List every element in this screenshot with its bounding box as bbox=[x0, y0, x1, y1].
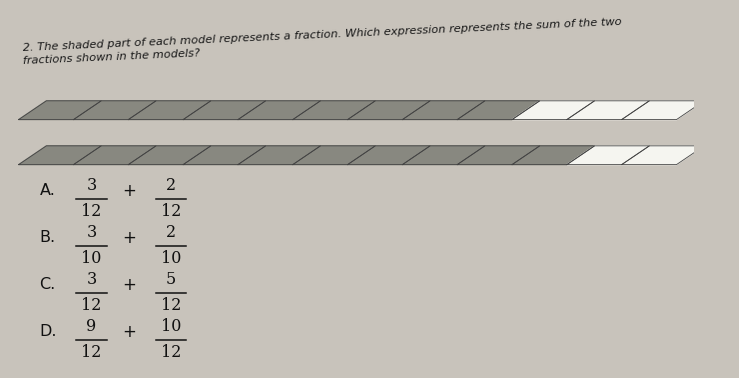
Text: A.: A. bbox=[39, 183, 55, 198]
Text: 10: 10 bbox=[161, 318, 181, 335]
Polygon shape bbox=[457, 101, 539, 119]
Polygon shape bbox=[347, 101, 430, 119]
Polygon shape bbox=[512, 101, 595, 119]
Text: 10: 10 bbox=[161, 250, 181, 267]
Polygon shape bbox=[293, 146, 375, 164]
Polygon shape bbox=[18, 101, 101, 119]
Polygon shape bbox=[129, 101, 211, 119]
Text: +: + bbox=[123, 229, 137, 247]
Polygon shape bbox=[567, 101, 650, 119]
Text: 12: 12 bbox=[161, 297, 181, 314]
Polygon shape bbox=[621, 146, 704, 164]
Text: 12: 12 bbox=[81, 203, 101, 220]
Polygon shape bbox=[403, 101, 485, 119]
Text: fractions shown in the models?: fractions shown in the models? bbox=[22, 48, 200, 66]
Text: C.: C. bbox=[39, 277, 55, 292]
Text: 3: 3 bbox=[86, 224, 97, 241]
Text: 2: 2 bbox=[166, 224, 176, 241]
Text: 9: 9 bbox=[86, 318, 97, 335]
Text: 12: 12 bbox=[161, 344, 181, 361]
Text: +: + bbox=[123, 276, 137, 294]
Text: +: + bbox=[123, 322, 137, 341]
Polygon shape bbox=[129, 146, 211, 164]
Text: +: + bbox=[123, 182, 137, 200]
Polygon shape bbox=[293, 101, 375, 119]
Text: 2: 2 bbox=[166, 177, 176, 194]
Polygon shape bbox=[183, 101, 265, 119]
Polygon shape bbox=[567, 146, 650, 164]
Text: 12: 12 bbox=[81, 297, 101, 314]
Polygon shape bbox=[457, 146, 539, 164]
Polygon shape bbox=[73, 101, 156, 119]
Text: 3: 3 bbox=[86, 271, 97, 288]
Text: 12: 12 bbox=[81, 344, 101, 361]
Polygon shape bbox=[512, 146, 595, 164]
Polygon shape bbox=[18, 146, 101, 164]
Polygon shape bbox=[403, 146, 485, 164]
Polygon shape bbox=[238, 146, 321, 164]
Text: 2. The shaded part of each model represents a fraction. Which expression represe: 2. The shaded part of each model represe… bbox=[22, 16, 621, 53]
Text: 5: 5 bbox=[166, 271, 176, 288]
Text: 12: 12 bbox=[161, 203, 181, 220]
Text: B.: B. bbox=[39, 230, 55, 245]
Polygon shape bbox=[183, 146, 265, 164]
Text: 3: 3 bbox=[86, 177, 97, 194]
Polygon shape bbox=[347, 146, 430, 164]
Polygon shape bbox=[238, 101, 321, 119]
Text: D.: D. bbox=[39, 324, 57, 339]
Polygon shape bbox=[621, 101, 704, 119]
Polygon shape bbox=[73, 146, 156, 164]
Text: 10: 10 bbox=[81, 250, 101, 267]
